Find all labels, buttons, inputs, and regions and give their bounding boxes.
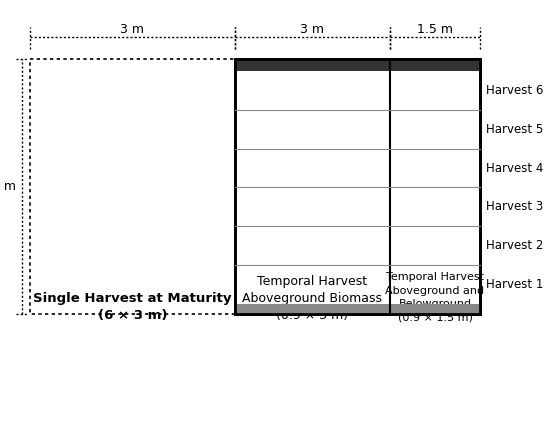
Text: Temporal Harvest
Aboveground Biomass
(0.9 × 3 m): Temporal Harvest Aboveground Biomass (0.… [243, 275, 382, 322]
Text: Harvest 4: Harvest 4 [486, 162, 543, 174]
Bar [235, 59, 480, 71]
Text: Harvest 6: Harvest 6 [486, 84, 543, 97]
Text: Harvest 3: Harvest 3 [486, 200, 543, 214]
Text: Temporal Harvest
Aboveground and
Belowground
(0.9 × 1.5 m): Temporal Harvest Aboveground and Belowgr… [386, 273, 485, 322]
Bar [235, 59, 480, 314]
Bar [235, 304, 480, 314]
Text: 3 m: 3 m [300, 23, 324, 36]
Bar [30, 59, 235, 314]
Text: Harvest 2: Harvest 2 [486, 239, 543, 252]
Text: Single Harvest at Maturity
(6 × 3 m): Single Harvest at Maturity (6 × 3 m) [33, 292, 232, 322]
Text: 6 m: 6 m [0, 180, 16, 193]
Bar [235, 59, 480, 314]
Text: 3 m: 3 m [120, 23, 145, 36]
Text: Harvest 1: Harvest 1 [486, 278, 543, 291]
Text: Harvest 5: Harvest 5 [486, 123, 543, 136]
Text: 1.5 m: 1.5 m [417, 23, 453, 36]
